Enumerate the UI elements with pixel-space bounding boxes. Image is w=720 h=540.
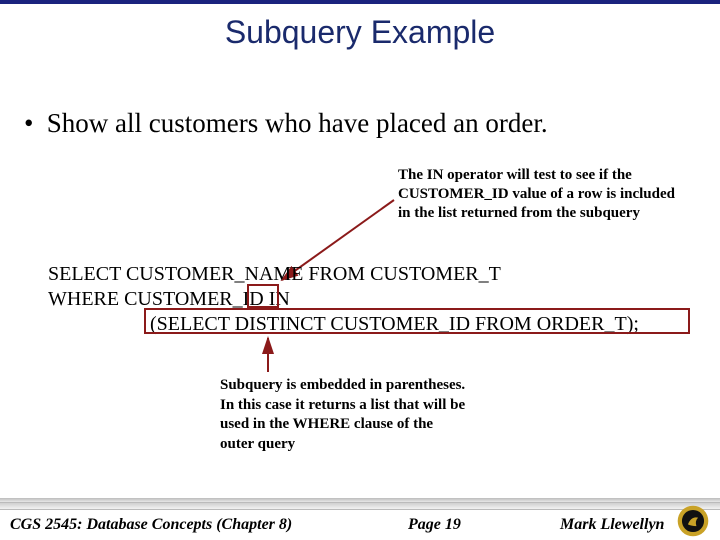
arrow-to-subquery-box [0,0,720,540]
footer: CGS 2545: Database Concepts (Chapter 8) … [0,510,720,540]
footer-divider-2 [0,502,720,510]
footer-page: Page 19 [408,516,461,534]
ucf-pegasus-logo-icon [676,504,710,538]
footer-author: Mark Llewellyn [560,516,664,534]
callout-subquery: Subquery is embedded in parentheses. In … [220,376,470,454]
footer-course: CGS 2545: Database Concepts (Chapter 8) [10,516,292,534]
slide: Subquery Example • Show all customers wh… [0,0,720,540]
